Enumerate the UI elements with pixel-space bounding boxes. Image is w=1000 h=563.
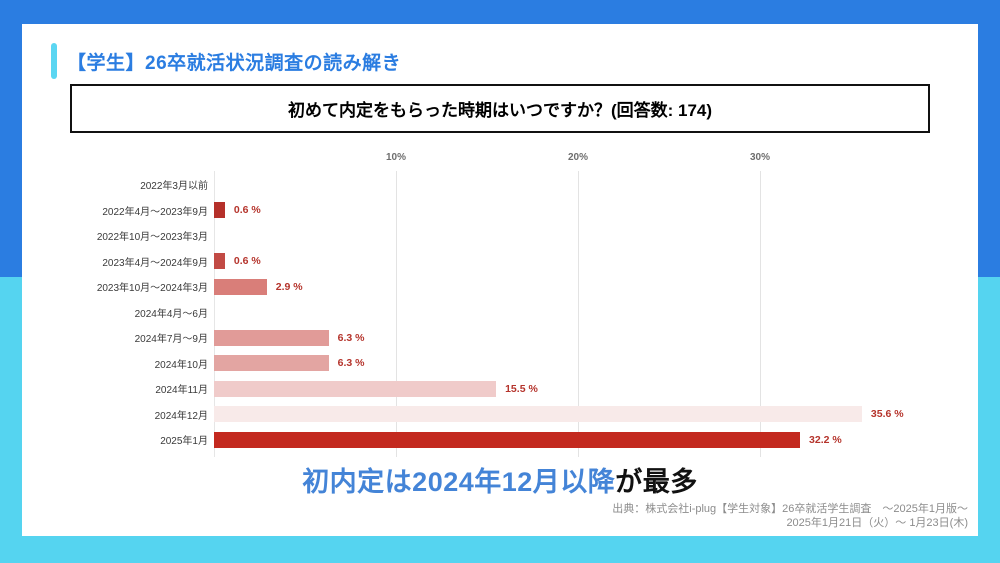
category-label: 2024年7月～9月 [134,334,208,346]
bar [214,431,801,448]
gridline-30 [760,171,761,457]
bar-track [214,223,978,249]
value-label: 0.6 % [233,255,261,268]
category-label: 2024年12月 [154,410,208,422]
source-line-2: 2025年1月21日（火）～ 1月23日(木) [786,517,968,529]
bar-track: 0.6 % [214,249,978,275]
chart-row: 2024年12月 35.6 % [22,402,978,428]
chart-row: 2023年4月～2024年9月 0.6 % [22,249,978,275]
value-label: 15.5 % [505,382,538,395]
bar [214,278,267,295]
source-attribution: 出典：株式会社i-plug【学生対象】26卒就活学生調査 ～2025年1月版～ … [612,502,968,530]
category-label: 2022年4月～2023年9月 [102,206,208,218]
bar-track: 6.3 % [214,325,978,351]
value-label: 35.6 % [870,408,904,421]
bar-track [214,300,978,326]
bar-chart: 10% 20% 30% 2022年3月以前 2022年4月～2023年9月 0.6 % 20… [22,150,978,462]
bar [214,253,225,270]
bar [214,202,225,219]
headline-highlight: 初内定は2024年12月以降 [302,467,616,497]
x-tick-label: 10% [385,152,406,163]
source-line-1: 出典：株式会社i-plug【学生対象】26卒就活学生調査 ～2025年1月版～ [612,503,968,515]
page-title: 【学生】26卒就活状況調査の読み解き [67,52,402,74]
bar [214,329,329,346]
value-label: 6.3 % [337,331,365,344]
chart-row: 2022年3月以前 [22,172,978,198]
chart-row: 2022年4月～2023年9月 0.6 % [22,198,978,224]
gridline-10 [396,171,397,457]
bar-track [214,172,978,198]
chart-row: 2024年4月～6月 [22,300,978,326]
value-label: 6.3 % [337,357,365,370]
bar-track: 6.3 % [214,351,978,377]
chart-row: 2024年10月 6.3 % [22,351,978,377]
bar [214,380,497,397]
category-label: 2024年10月 [154,359,208,371]
x-tick-label: 20% [567,152,588,163]
bar [214,355,329,372]
content-card: 【学生】26卒就活状況調査の読み解き 初めて内定をもらった時期はいつですか？(回… [22,24,978,536]
category-label: 2023年4月～2024年9月 [102,257,208,269]
category-label: 2022年3月以前 [140,181,208,193]
chart-title-box: 初めて内定をもらった時期はいつですか？(回答数: 174) [70,84,930,133]
category-label: 2023年10月～2024年3月 [96,283,208,295]
category-label: 2022年10月～2023年3月 [96,232,208,244]
gridline-20 [578,171,579,457]
category-label: 2024年4月～6月 [134,308,208,320]
title-accent-bar [51,43,57,79]
chart-rows: 2022年3月以前 2022年4月～2023年9月 0.6 % 2022年10月～20… [22,172,978,453]
bar-track: 32.2 % [214,427,978,453]
bar-track: 35.6 % [214,402,978,428]
chart-row: 2024年7月～9月 6.3 % [22,325,978,351]
chart-row: 2024年11月 15.5 % [22,376,978,402]
bar-track: 2.9 % [214,274,978,300]
chart-row: 2025年1月 32.2 % [22,427,978,453]
headline: 初内定は2024年12月以降が最多 [22,460,978,499]
chart-row: 2022年10月～2023年3月 [22,223,978,249]
axis-baseline [214,171,215,457]
bar [214,406,862,423]
category-label: 2025年1月 [160,436,208,448]
x-tick-label: 30% [749,152,770,163]
value-label: 2.9 % [275,280,303,293]
chart-title: 初めて内定をもらった時期はいつですか？(回答数: 174) [287,101,713,120]
chart-row: 2023年10月～2024年3月 2.9 % [22,274,978,300]
bar-track: 15.5 % [214,376,978,402]
card-header: 【学生】26卒就活状況調査の読み解き [51,42,401,80]
category-label: 2024年11月 [155,385,208,397]
value-label: 0.6 % [233,204,261,217]
headline-rest: が最多 [615,467,698,497]
value-label: 32.2 % [809,433,842,446]
bar-track: 0.6 % [214,198,978,224]
